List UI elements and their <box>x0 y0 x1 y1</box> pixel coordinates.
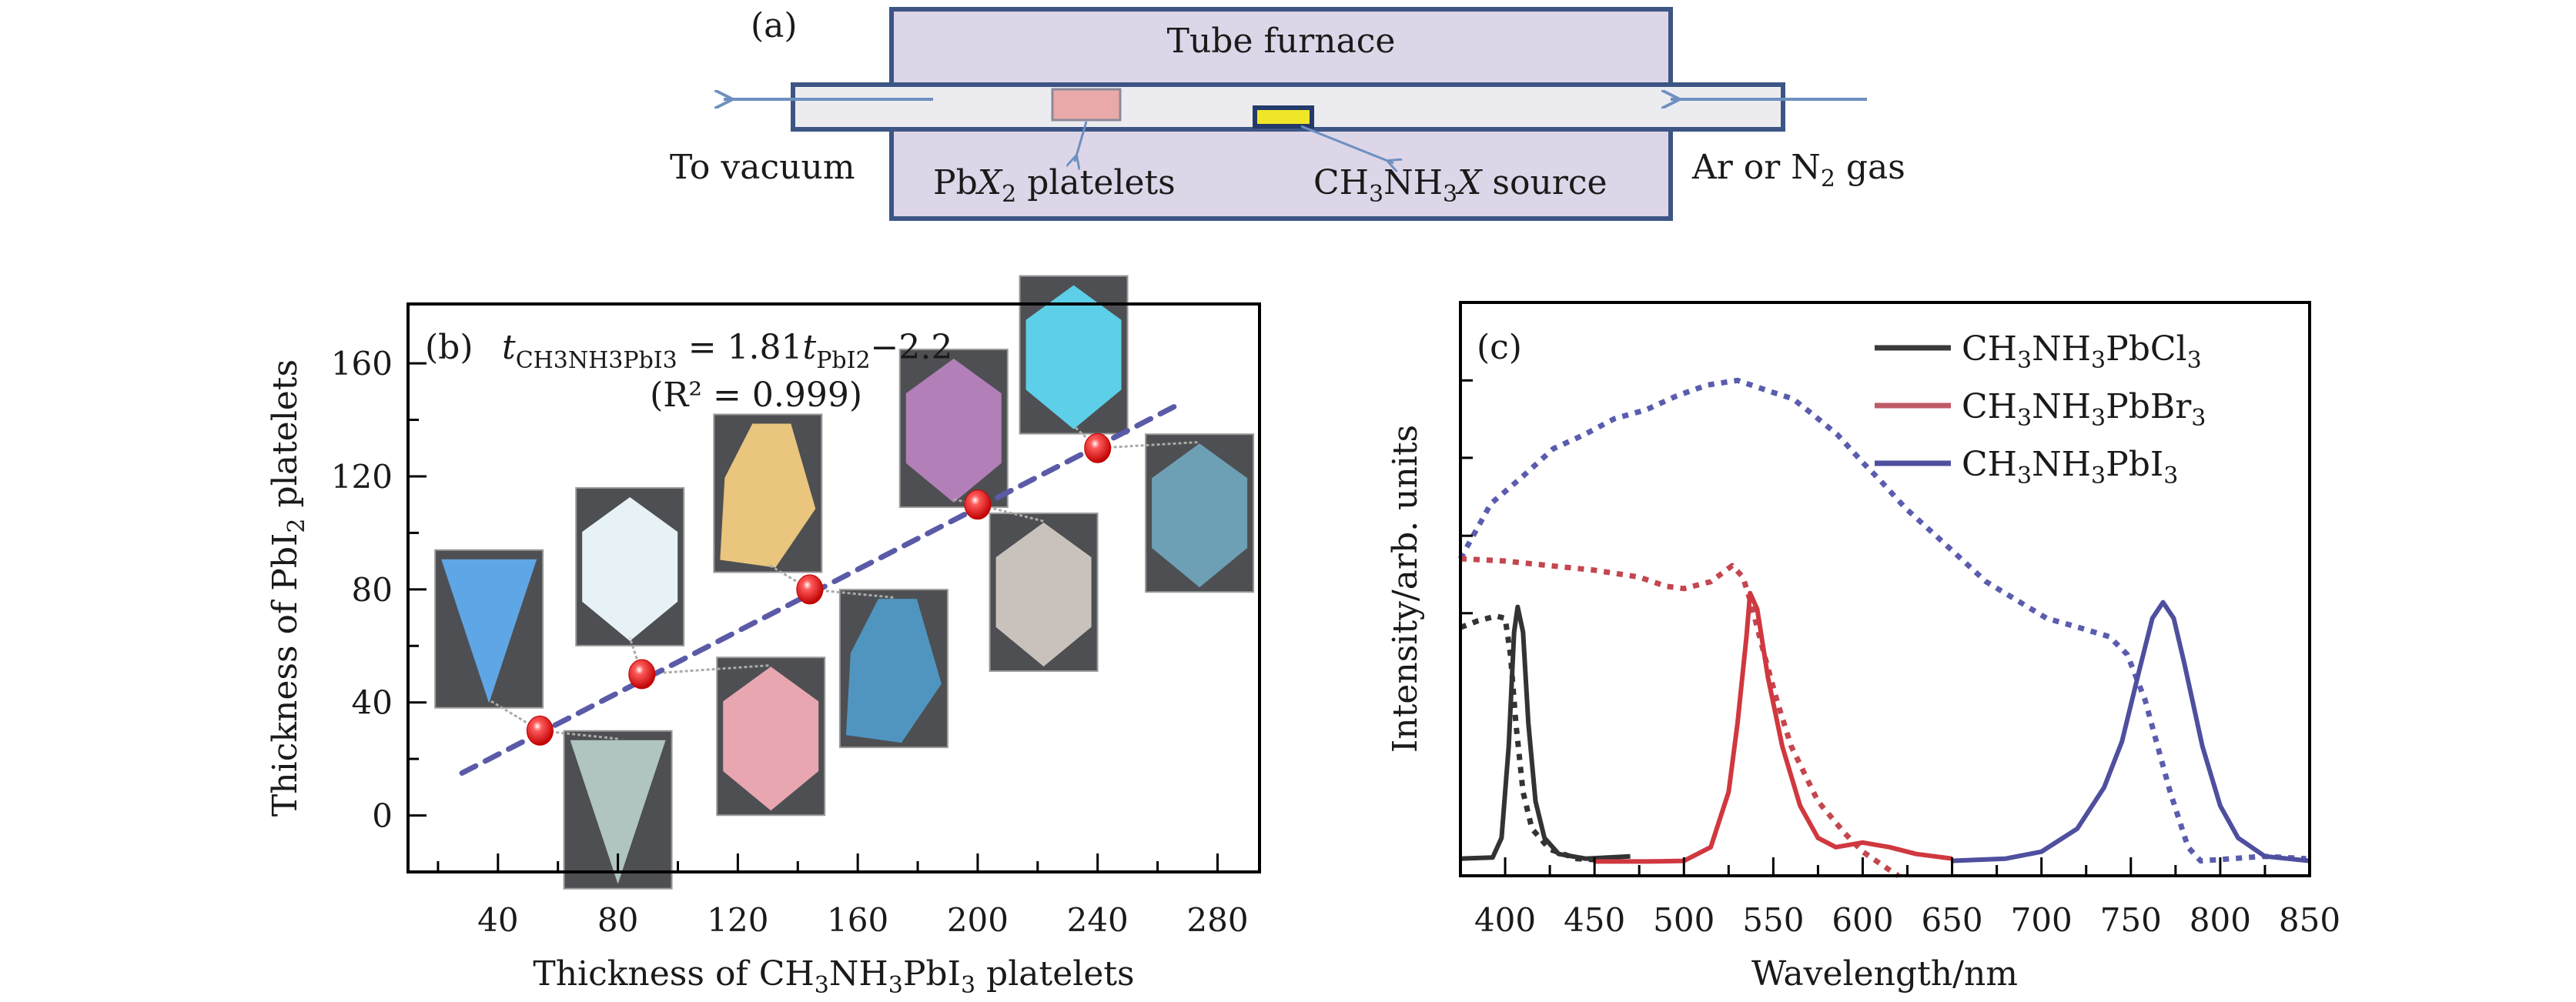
ch3nh3x-source-boat <box>1253 105 1314 129</box>
ch3nh3pbi3-pl-curve <box>1952 600 2310 863</box>
legend-label: CH3NH3PbCl3 <box>1962 329 2202 374</box>
fit-r-squared: (R² = 0.999) <box>650 376 862 415</box>
y-tick-label: 80 <box>352 571 393 609</box>
x-tick-label: 700 <box>2011 901 2073 939</box>
x-tick-label: 400 <box>1474 901 1536 939</box>
x-tick-label: 600 <box>1832 901 1893 939</box>
panel-c-chart: 400 450 500 550 600 650 700 750 800 850 (c) CH3NH… <box>1386 301 2340 994</box>
platelet-pointer-arrow <box>1075 121 1088 162</box>
white-hexagon-platelet-inset <box>575 486 685 646</box>
legend-entry: CH3NH3PbCl3 <box>1875 329 2202 374</box>
spectra-series <box>1457 377 2310 878</box>
cyan-hexagon-platelet-inset <box>1019 275 1129 435</box>
x-tick-label: 200 <box>947 901 1009 939</box>
legend-entry: CH3NH3PbBr3 <box>1875 387 2206 432</box>
ar-n2-gas-label: Ar or N2 gas <box>1691 148 1905 192</box>
panel-c-frame <box>1459 301 2311 877</box>
furnace-label: Tube furnace <box>1167 22 1396 61</box>
panel-a-tag: (a) <box>751 6 798 45</box>
grey-triangle-platelet <box>570 740 666 884</box>
orange-platelet-inset <box>713 413 823 573</box>
slate-hexagon-platelet <box>1152 443 1248 588</box>
data-points <box>526 433 1112 746</box>
pbx2-platelet-sample <box>1051 88 1122 122</box>
y-tick-label: 40 <box>352 684 393 722</box>
x-tick-label: 80 <box>597 901 638 939</box>
inset-connector <box>1097 440 1200 449</box>
ch3nh3pbcl3-absorption-curve <box>1459 613 1613 864</box>
panel-c-ticks: 400 450 500 550 600 650 700 750 800 850 <box>1460 379 2340 939</box>
blue-triangle-platelet-inset <box>434 549 544 709</box>
y-tick-label: 0 <box>372 797 393 835</box>
ch3nh3pbcl3-pl-curve <box>1460 604 1631 861</box>
legend-entry: CH3NH3PbI3 <box>1875 445 2178 489</box>
fit-equation: tCH3NH3PbI3 = 1.81tPbI2−2.2 <box>502 328 952 374</box>
panel-c-x-axis-title: Wavelength/nm <box>1751 954 2018 994</box>
panel-c-tag: (c) <box>1477 328 1522 367</box>
pbx2-platelets-label: PbX2 platelets <box>933 163 1176 208</box>
x-tick-label: 240 <box>1067 901 1129 939</box>
x-tick-label: 550 <box>1742 901 1804 939</box>
source-pointer-arrow <box>1300 125 1393 163</box>
grey-triangle-platelet-inset <box>563 730 673 890</box>
blue-pentagon-platelet-inset <box>838 589 948 749</box>
beige-platelet-inset <box>989 513 1099 673</box>
x-tick-label: 500 <box>1653 901 1715 939</box>
orange-platelet <box>720 423 816 568</box>
x-tick-label: 280 <box>1186 901 1248 939</box>
panel-a-diagram: (a) Tube furnace To vacuum Ar or N2 gas … <box>670 6 1905 221</box>
panel-b-y-axis-title: Thickness of PbI2 platelets <box>266 359 310 817</box>
blue-pentagon-platelet <box>845 599 942 743</box>
y-tick-label: 160 <box>331 345 393 382</box>
pink-hexagon-platelet <box>723 666 819 811</box>
panel-c-legend: CH3NH3PbCl3 CH3NH3PbBr3 CH3NH3PbI3 <box>1875 329 2206 489</box>
panel-b-chart: 40 80 120 160 200 240 280 0 40 80 120 160 (b) tCH3N… <box>266 275 1261 999</box>
panel-c-y-axis-title: Intensity/arb. units <box>1386 425 1425 753</box>
x-tick-label: 450 <box>1564 901 1625 939</box>
pink-hexagon-platelet-inset <box>716 656 826 817</box>
data-point-4 <box>964 489 992 520</box>
data-point-5 <box>1084 433 1112 463</box>
ch3nh3pbbr3-absorption-curve <box>1460 556 1900 878</box>
legend-label: CH3NH3PbBr3 <box>1962 387 2206 432</box>
data-point-2 <box>628 659 656 690</box>
ch3nh3x-source-label: CH3NH3X source <box>1313 163 1607 208</box>
x-tick-label: 40 <box>477 901 518 939</box>
x-tick-label: 750 <box>2100 901 2162 939</box>
y-tick-label: 120 <box>331 458 393 496</box>
legend-label: CH3NH3PbI3 <box>1962 445 2178 489</box>
data-point-1 <box>526 715 554 746</box>
x-tick-label: 850 <box>2279 901 2340 939</box>
beige-platelet <box>995 523 1092 667</box>
inset-connector <box>488 699 541 732</box>
purple-platelet <box>905 359 1002 503</box>
panel-b-frame <box>406 302 1261 873</box>
x-tick-label: 160 <box>827 901 888 939</box>
x-tick-label: 650 <box>1921 901 1982 939</box>
panel-b-ticks: 40 80 120 160 200 240 280 0 40 80 120 160 <box>331 345 1249 939</box>
panel-b-x-axis-title: Thickness of CH3NH3PbI3 platelets <box>533 954 1134 999</box>
panel-b-tag: (b) <box>425 328 473 367</box>
to-vacuum-label: To vacuum <box>670 148 855 187</box>
ch3nh3pbi3-absorption-curve <box>1457 377 2307 864</box>
slate-hexagon-platelet-inset <box>1145 433 1255 593</box>
purple-platelet-inset <box>898 349 1009 509</box>
inset-connector <box>809 588 895 599</box>
platelet-insets <box>434 275 1255 890</box>
ch3nh3pbbr3-pl-curve <box>1594 590 1952 864</box>
blue-triangle-platelet <box>441 559 537 703</box>
white-hexagon-platelet <box>582 496 678 641</box>
cyan-hexagon-platelet <box>1025 285 1122 429</box>
x-tick-label: 800 <box>2190 901 2251 939</box>
x-tick-label: 120 <box>707 901 768 939</box>
data-point-3 <box>796 574 824 605</box>
